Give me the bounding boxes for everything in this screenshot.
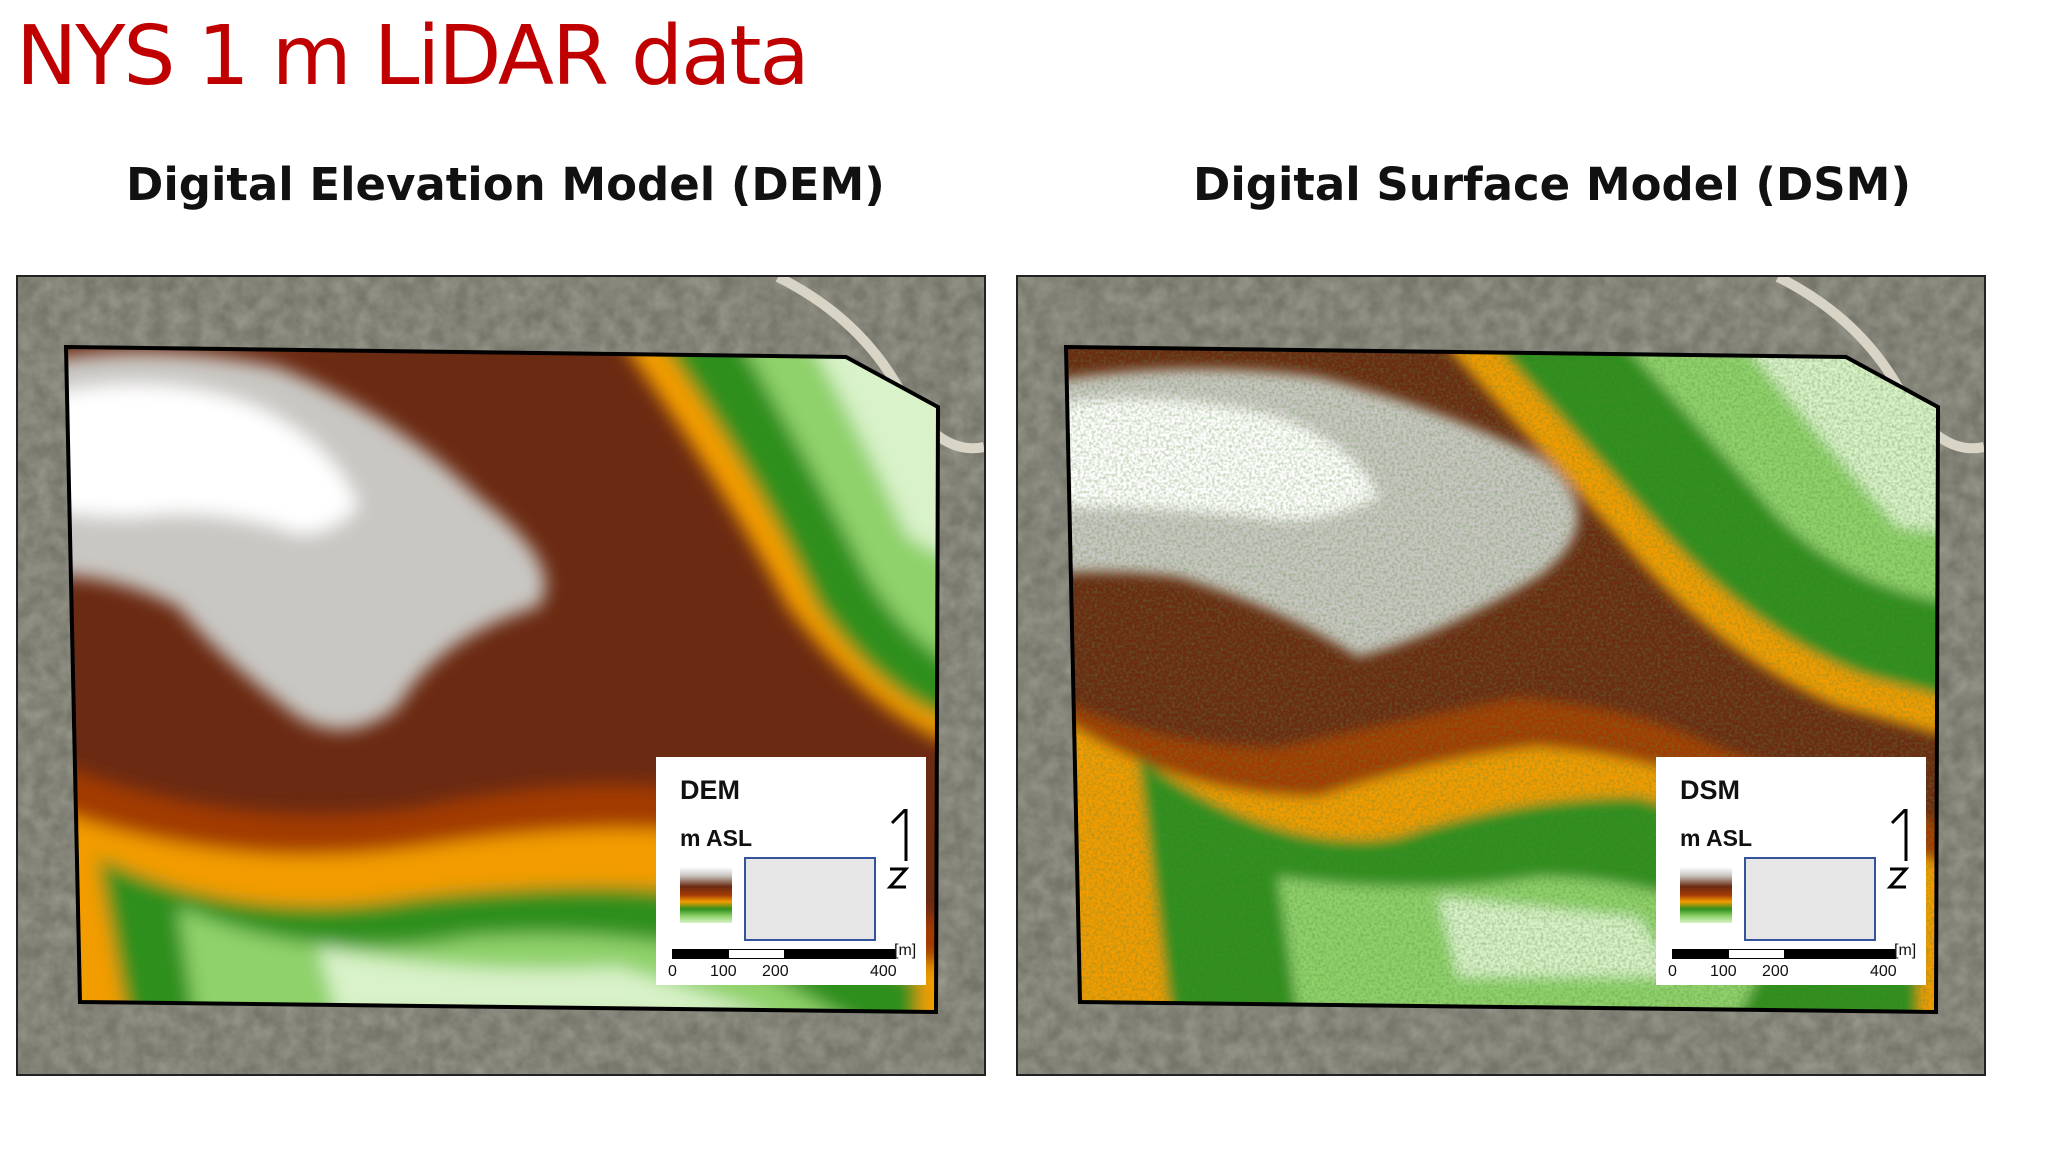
dem-scale-tick-100: 100 [710, 963, 737, 980]
dsm-map: DSM m ASL 0 100 200 400 [m] [1016, 275, 1986, 1076]
dem-inset-map [744, 857, 876, 941]
slide-title: NYS 1 m LiDAR data [16, 9, 810, 104]
dsm-scale-tick-100: 100 [1710, 963, 1737, 980]
dsm-scale-tick-400: 400 [1870, 963, 1897, 980]
dem-scale-tick-0: 0 [668, 963, 677, 980]
dem-scale-bar [672, 949, 896, 959]
dem-scale-tick-200: 200 [762, 963, 789, 980]
dsm-heading: Digital Surface Model (DSM) [1193, 158, 1912, 211]
dem-color-ramp [680, 867, 732, 923]
dem-scale-unit: [m] [894, 942, 917, 959]
dsm-scale-tick-200: 200 [1762, 963, 1789, 980]
dem-map-image [18, 277, 984, 1074]
dsm-scale-bar [1672, 949, 1896, 959]
dsm-legend-title: DSM [1680, 775, 1740, 805]
dem-heading: Digital Elevation Model (DEM) [126, 158, 885, 211]
dsm-legend-unit: m ASL [1680, 825, 1752, 851]
dsm-scale-tick-0: 0 [1668, 963, 1677, 980]
dem-scale-tick-400: 400 [870, 963, 897, 980]
dem-legend: DEM m ASL 0 100 200 400 [m] [656, 757, 926, 985]
dsm-scale-unit: [m] [1894, 942, 1917, 959]
dsm-legend: DSM m ASL 0 100 200 400 [m] [1656, 757, 1926, 985]
dsm-inset-map [1744, 857, 1876, 941]
dem-legend-unit: m ASL [680, 825, 752, 851]
dem-legend-title: DEM [680, 775, 740, 805]
dem-map: DEM m ASL 0 100 200 400 [m] [16, 275, 986, 1076]
dsm-color-ramp [1680, 867, 1732, 923]
